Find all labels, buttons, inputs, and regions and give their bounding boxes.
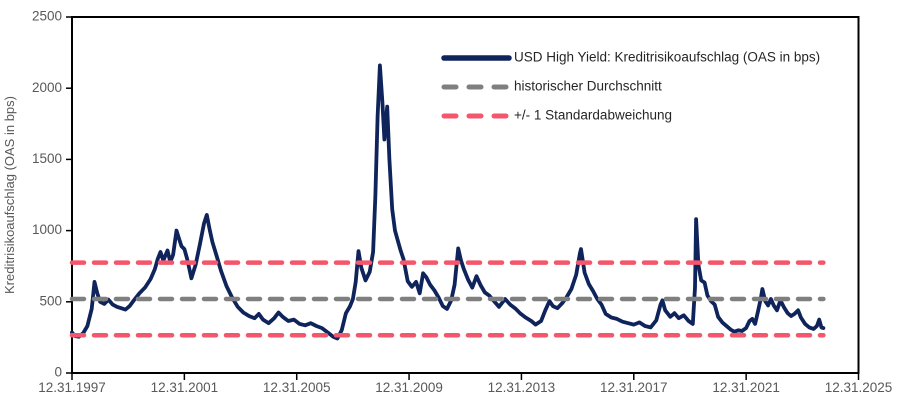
y-tick-label: 1000: [32, 222, 62, 237]
legend-label: +/- 1 Standardabweichung: [514, 108, 672, 123]
plot-border: [71, 16, 860, 374]
x-tick-label: 12.31.2017: [600, 380, 668, 395]
x-tick-label: 12.31.2021: [712, 380, 780, 395]
x-tick-label: 12.31.1997: [38, 380, 106, 395]
main-series-line: [70, 63, 826, 341]
y-tick-label: 1500: [32, 151, 62, 166]
legend-label: USD High Yield: Kreditrisikoaufschlag (O…: [514, 50, 820, 65]
legend-item: +/- 1 Standardabweichung: [441, 108, 672, 123]
y-tick-label: 2500: [32, 9, 62, 24]
y-tick-label: 500: [39, 293, 62, 308]
y-tick-label: 2000: [32, 80, 62, 95]
x-tick-label: 12.31.2001: [151, 380, 219, 395]
x-tick-label: 12.31.2013: [488, 380, 556, 395]
x-tick-label: 12.31.2009: [375, 380, 443, 395]
legend-item: USD High Yield: Kreditrisikoaufschlag (O…: [441, 50, 820, 65]
legend-label: historischer Durchschnitt: [514, 79, 662, 94]
legend: USD High Yield: Kreditrisikoaufschlag (O…: [441, 50, 820, 123]
legend-item: historischer Durchschnitt: [441, 79, 662, 94]
x-tick-label: 12.31.2005: [263, 380, 331, 395]
y-tick-label: 0: [54, 365, 62, 380]
x-tick-label: 12.31.2025: [825, 380, 893, 395]
y-axis-title: Kreditrisikoaufschlag (OAS in bps): [2, 96, 17, 294]
